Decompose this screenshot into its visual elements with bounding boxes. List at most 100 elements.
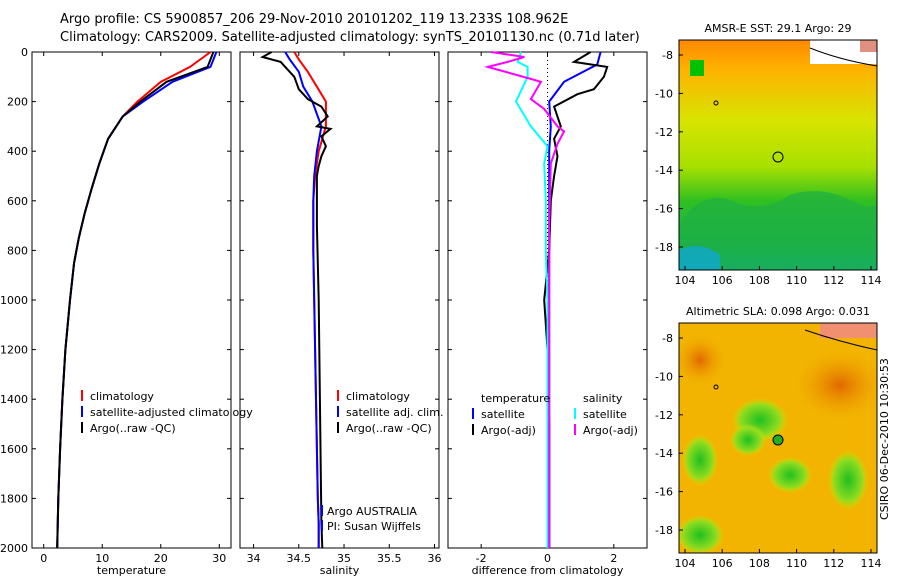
legend-label: Argo(..raw -QC) [90,422,176,435]
sla-high-east [795,350,877,420]
figure-title-line1: Argo profile: CS 5900857_206 29-Nov-2010… [60,12,569,27]
map-x-tick-label: 106 [712,274,733,287]
sst-green-patch [690,60,704,76]
y-tick-label: 1800 [0,492,28,505]
x-tick-label: 20 [154,552,168,565]
series-line-sal-argo [483,51,566,548]
map-x-tick-label: 114 [861,557,882,570]
legend-title-temperature: temperature [481,392,550,405]
x-tick-label: 34.5 [287,552,312,565]
legend-label: Argo(-adj) [481,424,536,437]
x-tick-label: 35 [337,552,351,565]
x-tick-label: 30 [212,552,226,565]
y-tick-label: 400 [7,145,28,158]
series-line-temp-argo [543,51,609,548]
legend-label: satellite adj. clim. [346,406,443,419]
map-x-tick-label: 108 [749,274,770,287]
plot-frame [31,51,232,549]
map-y-tick-label: -14 [655,164,673,177]
plot-frame [239,51,440,549]
legend-label: Argo(..raw -QC) [346,422,432,435]
map-y-tick-label: -8 [662,49,673,62]
map-y-tick-label: -16 [655,486,673,499]
sla-map-frame [678,322,878,554]
map-title: Altimetric SLA: 0.098 Argo: 0.031 [686,305,870,318]
legend-label: satellite [481,408,525,421]
sla-map: Altimetric SLA: 0.098 Argo: 0.031 104 106 1… [655,305,882,570]
y-tick-label: 800 [7,244,28,257]
y-tick-label: 1600 [0,443,28,456]
legend-label: climatology [90,390,154,403]
map-y-tick-label: -10 [655,370,673,383]
sst-argo-marker [772,151,784,163]
temperature-profile-panel: 0 200 400 600 800 1000 1200 1400 1600 1800 2000 0 10… [0,46,253,577]
map-x-tick-label: 108 [749,557,770,570]
map-y-tick-label: -12 [655,126,673,139]
sla-coastline [804,329,877,351]
map-x-tick-label: 112 [823,557,844,570]
sla-argo-marker [772,434,784,446]
series-line-argo [56,51,215,549]
sla-low-2 [730,424,766,456]
map-x-tick-label: 106 [712,557,733,570]
series-line-satellite [56,51,218,549]
annotation-label: Argo AUSTRALIA [327,505,417,518]
x-axis-label: difference from climatology [472,564,624,577]
legend-label: climatology [346,390,410,403]
figure-title-line2: Climatology: CARS2009. Satellite-adjuste… [60,30,640,45]
sla-low-3 [768,457,812,493]
x-axis-label: temperature [97,564,166,577]
annotation-label: PI: Susan Wijffels [327,520,421,533]
sst-cool-region [679,191,877,270]
sla-land [820,323,877,338]
y-tick-label: 1400 [0,393,28,406]
map-x-tick-label: 112 [823,274,844,287]
x-tick-label: 36 [427,552,441,565]
map-y-tick-label: -8 [662,332,673,345]
map-x-tick-label: 114 [861,274,882,287]
map-y-tick-label: -16 [655,203,673,216]
map-y-tick-label: -12 [655,409,673,422]
sla-low-5 [679,515,724,553]
sst-coastline [809,47,877,67]
sla-low-6 [828,450,868,510]
sla-high-west [679,335,725,385]
x-tick-label: 2 [610,552,617,565]
series-line-satellite [284,51,323,548]
sst-coldest-region [679,246,720,270]
map-x-tick-label: 110 [786,557,807,570]
legend-title-salinity: salinity [583,392,623,405]
sst-map-frame [678,39,878,271]
y-tick-label: 200 [7,96,28,109]
map-y-tick-label: -14 [655,447,673,460]
sst-map: AMSR-E SST: 29.1 Argo: 29 104 106 108 110 112… [655,22,881,287]
y-tick-label: 2000 [0,542,28,555]
x-tick-label: 34 [247,552,261,565]
map-x-tick-label: 104 [675,274,696,287]
map-title: AMSR-E SST: 29.1 Argo: 29 [704,22,851,35]
legend-label: Argo(-adj) [583,424,638,437]
series-line-sal-satellite [514,51,549,548]
x-axis-label: salinity [320,564,360,577]
y-tick-label: 0 [21,46,28,59]
series-line-argo [259,51,333,549]
y-tick-label: 1200 [0,344,28,357]
legend-label: satellite-adjusted climatology [90,406,253,419]
sst-land [860,40,877,52]
sla-low-4 [682,434,718,486]
x-tick-label: -2 [476,552,487,565]
map-y-tick-label: -18 [655,241,673,254]
series-line-climatology [56,51,212,549]
map-y-tick-label: -10 [655,87,673,100]
sst-island [713,100,719,106]
x-tick-label: 35.5 [377,552,402,565]
map-x-tick-label: 110 [786,274,807,287]
map-x-tick-label: 104 [675,557,696,570]
x-tick-label: 0 [544,552,551,565]
map-y-tick-label: -18 [655,524,673,537]
y-tick-label: 600 [7,195,28,208]
x-tick-label: 10 [95,552,109,565]
salinity-profile-panel: 34 34.5 35 35.5 36 salinity climatology satelli… [239,51,443,577]
